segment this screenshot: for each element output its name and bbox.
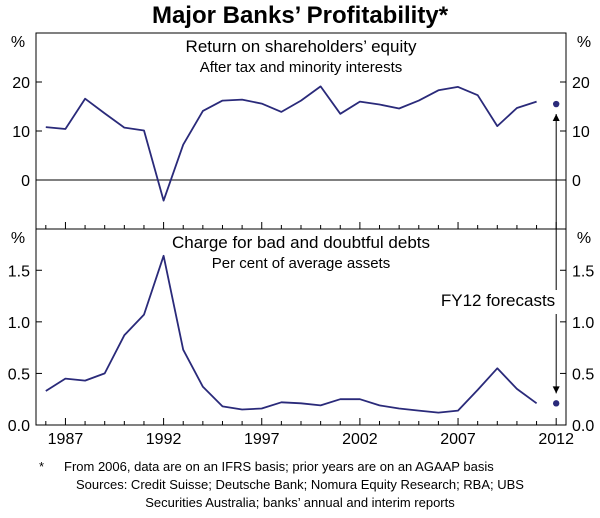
roe-ytick-label-right: 0 xyxy=(572,173,581,190)
forecast-arrowhead-down xyxy=(552,386,560,394)
chart-title: Major Banks’ Profitability* xyxy=(151,2,449,29)
x-axis: 1987 1992 1997 2002 2007 2012 xyxy=(45,222,574,448)
roe-series-line xyxy=(45,85,537,202)
bad-debts-ytick-label-right: 1.5 xyxy=(572,263,594,280)
roe-ytick-label-left: 0 xyxy=(21,173,30,190)
x-tick-label: 2007 xyxy=(440,431,476,448)
sources-line-2: Securities Australia; banks’ annual and … xyxy=(145,495,455,510)
footnote: From 2006, data are on an IFRS basis; pr… xyxy=(64,459,494,474)
x-tick-label: 1992 xyxy=(146,431,182,448)
roe-unit-left: % xyxy=(11,34,25,51)
bad-debts-subtitle: Per cent of average assets xyxy=(212,255,390,272)
bad-debts-series-line xyxy=(45,254,538,414)
bottom-panel: % % 0.0 0.0 0.5 0.5 1.0 1.0 1.5 1.5 Charge for bad… xyxy=(8,230,595,435)
roe-ytick-label-left: 20 xyxy=(12,75,30,92)
bad-debts-ytick-label-left: 1.0 xyxy=(8,315,30,332)
roe-ytick-label-left: 10 xyxy=(12,124,30,141)
roe-ytick-label-right: 10 xyxy=(572,124,590,141)
bad-debts-forecast-dot xyxy=(552,400,560,407)
bad-debts-unit-right: % xyxy=(577,230,591,247)
roe-subtitle: After tax and minority interests xyxy=(200,59,403,76)
roe-unit-right: % xyxy=(577,34,591,51)
roe-ytick-label-right: 20 xyxy=(572,75,590,92)
bad-debts-ytick-label-left: 0.5 xyxy=(8,366,30,383)
bad-debts-ytick-label-left: 0.0 xyxy=(8,418,30,435)
top-panel: % % 0 0 10 10 20 20 Return on shareholders’ equi… xyxy=(11,34,591,202)
x-tick-label: 2012 xyxy=(538,431,574,448)
roe-forecast-dot xyxy=(552,100,560,108)
roe-title: Return on shareholders’ equity xyxy=(186,37,417,56)
x-tick-label: 1997 xyxy=(244,431,280,448)
bad-debts-ytick-label-right: 0.0 xyxy=(572,418,594,435)
x-tick-label: 2002 xyxy=(342,431,378,448)
x-tick-label: 1987 xyxy=(48,431,84,448)
bad-debts-title: Charge for bad and doubtful debts xyxy=(172,233,430,252)
forecast-arrowhead-up xyxy=(552,114,560,122)
forecast-annotation: FY12 forecasts xyxy=(441,114,560,394)
bad-debts-unit-left: % xyxy=(11,230,25,247)
bad-debts-ytick-label-left: 1.5 xyxy=(8,263,30,280)
sources-line-1: Sources: Credit Suisse; Deutsche Bank; N… xyxy=(76,477,524,492)
footnote-asterisk: * xyxy=(39,459,45,474)
bad-debts-ytick-label-right: 0.5 xyxy=(572,366,594,383)
forecast-label: FY12 forecasts xyxy=(441,291,555,310)
bad-debts-ytick-label-right: 1.0 xyxy=(572,315,594,332)
